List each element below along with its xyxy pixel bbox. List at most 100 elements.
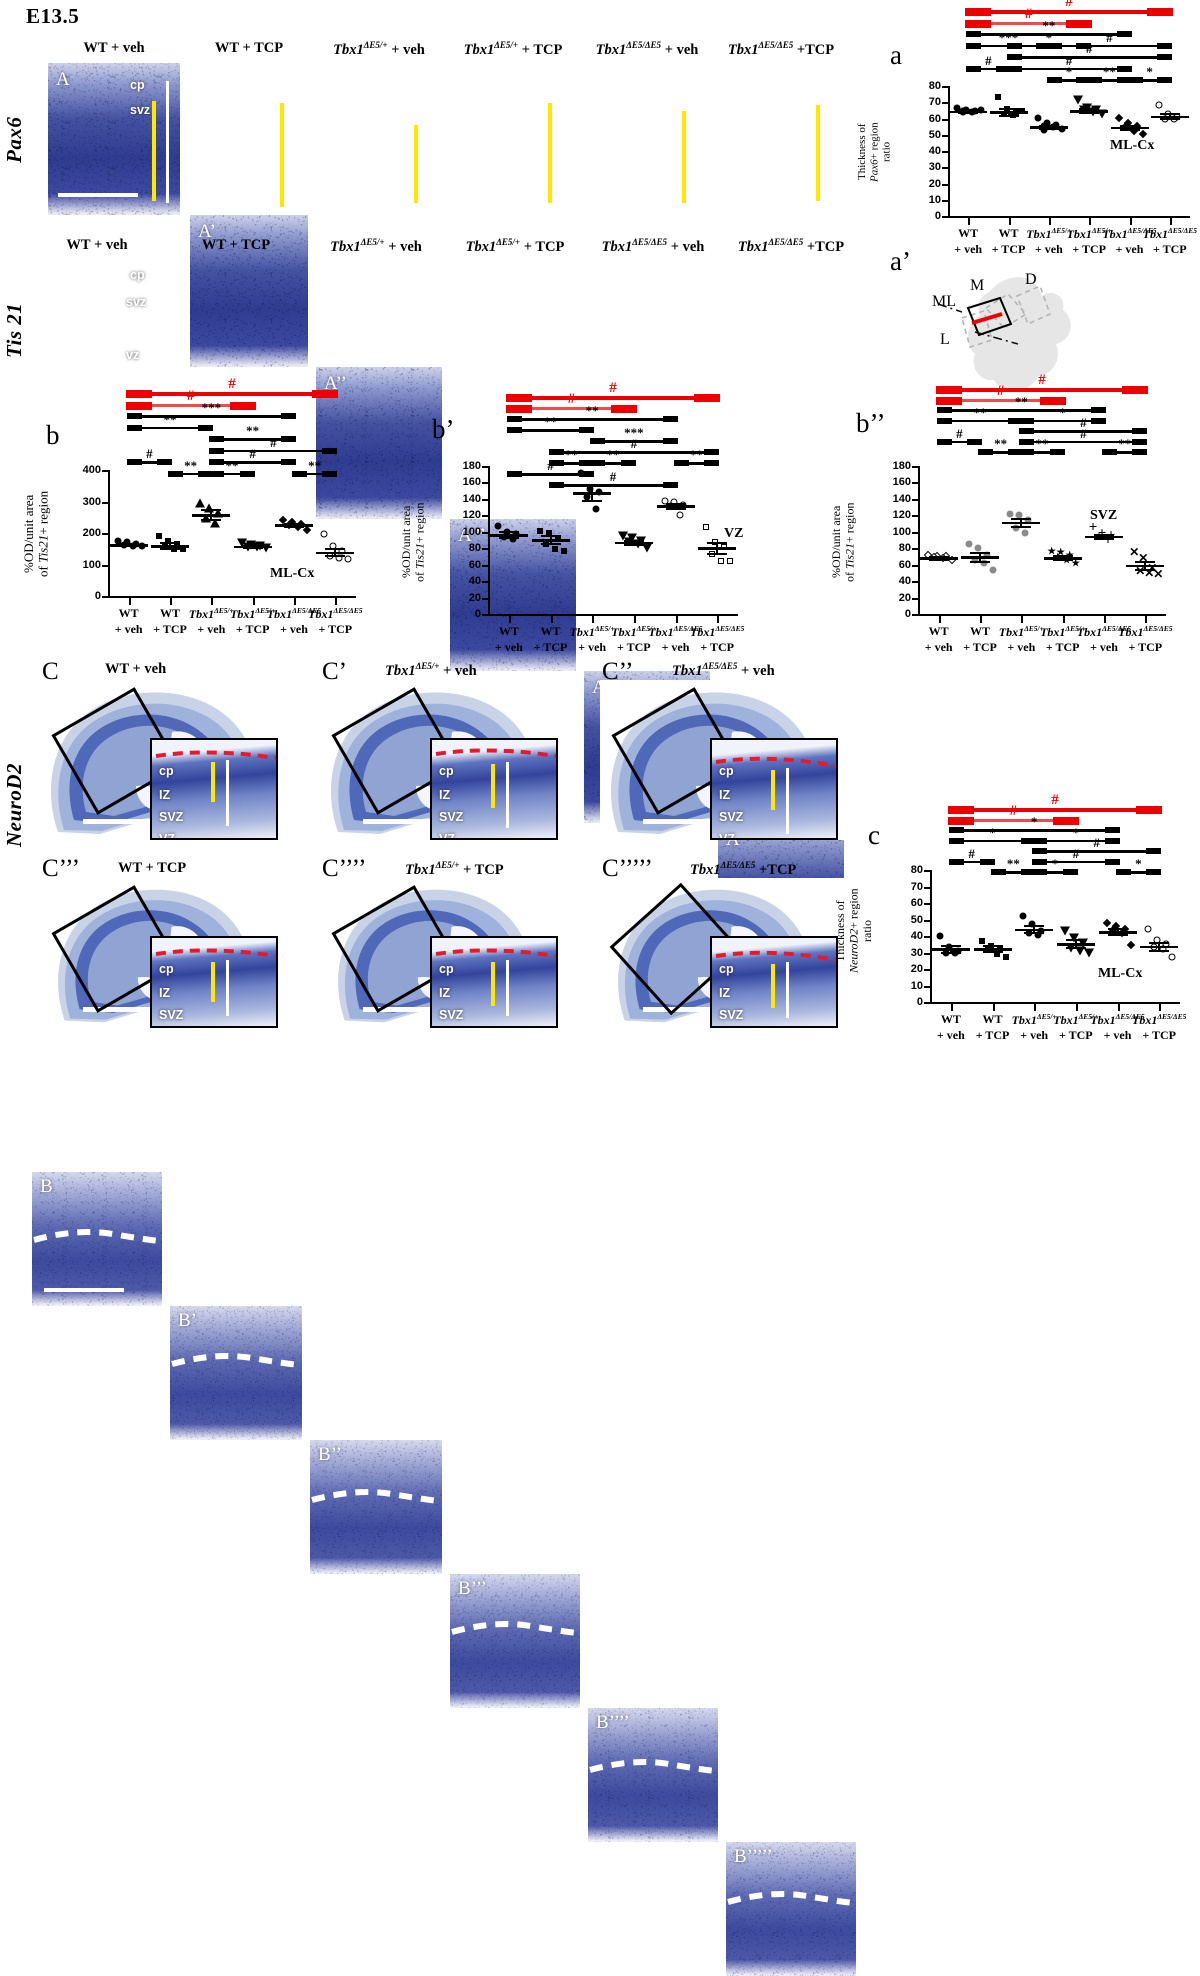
significance-cap-left [1019, 417, 1035, 424]
x-tick [1159, 1004, 1162, 1011]
y-tick [912, 564, 918, 567]
error-bar [210, 509, 213, 520]
data-point [1006, 510, 1014, 518]
data-point [1155, 101, 1163, 109]
x-axis-label-treat-0: + veh [114, 622, 143, 636]
measure-bar-white-0 [166, 81, 169, 203]
significance-bar-red [128, 403, 253, 407]
pax6-column-header-1: WT + TCP [214, 40, 284, 56]
data-point [1083, 948, 1094, 958]
significance-cap-right [1136, 806, 1163, 814]
data-point [1019, 912, 1027, 920]
error-cap-top [707, 541, 728, 544]
y-tick-label: 140 [892, 492, 911, 505]
chart-b': 0 20 40 60 80 100 120 140 160 180 %OD/unit area of … [399, 380, 744, 654]
x-tick [1089, 218, 1092, 225]
data-point [494, 522, 502, 530]
significance-bar [1034, 850, 1160, 853]
significance-cap-left [126, 413, 142, 419]
error-cap-top [540, 535, 561, 538]
y-tick [102, 470, 108, 472]
x-axis-label-geno-0: WT [118, 606, 139, 620]
significance-cap-right [1066, 19, 1093, 28]
error-bar [979, 552, 981, 561]
significance-symbol: ** [163, 411, 177, 427]
inset-zone-label-SVZ: SVZ [719, 810, 744, 824]
significance-symbol: # [1085, 41, 1093, 56]
tis21-column-header-3: Tbx1ΔE5/+ + TCP [465, 237, 565, 255]
mean-line [109, 544, 148, 547]
significance-cap-right [620, 460, 636, 466]
significance-bar-red [508, 407, 634, 410]
x-axis-label-geno-3: Tbx1ΔE5/+ [611, 624, 657, 639]
y-tick-label: 70 [928, 96, 941, 109]
significance-bar [508, 418, 676, 421]
data-point [1059, 926, 1070, 936]
x-axis [108, 596, 356, 598]
significance-cap-right [1116, 31, 1132, 37]
y-tick-label: 40 [910, 930, 923, 942]
significance-cap-right [1116, 65, 1132, 72]
measure-bar-yellow-2 [414, 125, 418, 203]
y-tick-label: 40 [898, 575, 911, 588]
significance-bar-red [950, 808, 1160, 812]
tis21-micrograph-4: B’’’’ [588, 1708, 718, 1842]
error-bar [1074, 939, 1077, 948]
data-point [320, 530, 328, 538]
error-cap-top [118, 542, 139, 545]
significance-bar [980, 451, 1022, 454]
error-cap-top [1024, 925, 1045, 928]
y-tick [482, 564, 488, 567]
x-tick [968, 218, 971, 225]
x-axis-label-geno-2: Tbx1ΔE5/+ [998, 624, 1044, 639]
error-cap-bottom [284, 526, 304, 529]
error-cap-bottom [201, 519, 222, 522]
brain-schematic-panel: a’ M D ML L [880, 246, 1190, 408]
significance-cap-right [1062, 869, 1078, 875]
significance-bar [950, 839, 1035, 842]
error-cap-top [1094, 533, 1114, 536]
svz-vz-boundary-dashed-line [589, 1759, 717, 1774]
y-tick-label: 50 [910, 913, 923, 926]
x-axis-label-geno-1: WT [969, 624, 991, 638]
significance-cap-left [1006, 65, 1022, 72]
inset-zone-label-cp: cp [159, 962, 174, 976]
y-tick [924, 919, 930, 922]
x-tick [170, 598, 172, 605]
pial-surface-dashed-line [435, 748, 556, 758]
data-point [560, 547, 567, 554]
error-cap-top [940, 944, 961, 947]
x-tick [717, 616, 720, 623]
neurod2-inset-0: cp IZ SVZ VZ [150, 738, 278, 840]
significance-cap-left [1032, 869, 1048, 875]
x-tick [1145, 616, 1148, 623]
neurod2-panel-letter-0: C [42, 658, 59, 685]
significance-cap-right [694, 394, 721, 402]
significance-symbol: ** [1035, 436, 1049, 451]
data-point [586, 485, 594, 493]
significance-cap-right [198, 470, 214, 477]
inset-zone-label-IZ: IZ [159, 788, 171, 802]
significance-symbol: * [1059, 404, 1066, 420]
region-note-a: ML-Cx [1110, 138, 1155, 153]
y-axis [108, 470, 110, 598]
neurod2-panel-letter-5: C’’’’’ [602, 855, 653, 882]
data-point: + [1098, 526, 1107, 542]
error-cap-bottom [118, 545, 139, 548]
neurod2-panel-title-0: WT + veh [105, 661, 167, 677]
significance-bar [1048, 79, 1090, 82]
significance-cap-right [1146, 848, 1162, 854]
x-tick [1169, 218, 1172, 225]
significance-cap-right [239, 470, 255, 477]
significance-symbol: # [1065, 0, 1073, 10]
significance-cap-left [1127, 77, 1143, 83]
data-point: ✕ [1135, 564, 1146, 579]
neurod2-panel-title-4: Tbx1ΔE5/+ + TCP [405, 860, 504, 878]
significance-cap-left [935, 396, 962, 405]
significance-bar [211, 449, 336, 452]
significance-cap-right [1156, 42, 1172, 49]
y-tick [942, 86, 948, 88]
y-tick-label: 0 [94, 590, 101, 602]
x-tick [992, 1004, 995, 1011]
significance-cap-left [978, 449, 993, 455]
